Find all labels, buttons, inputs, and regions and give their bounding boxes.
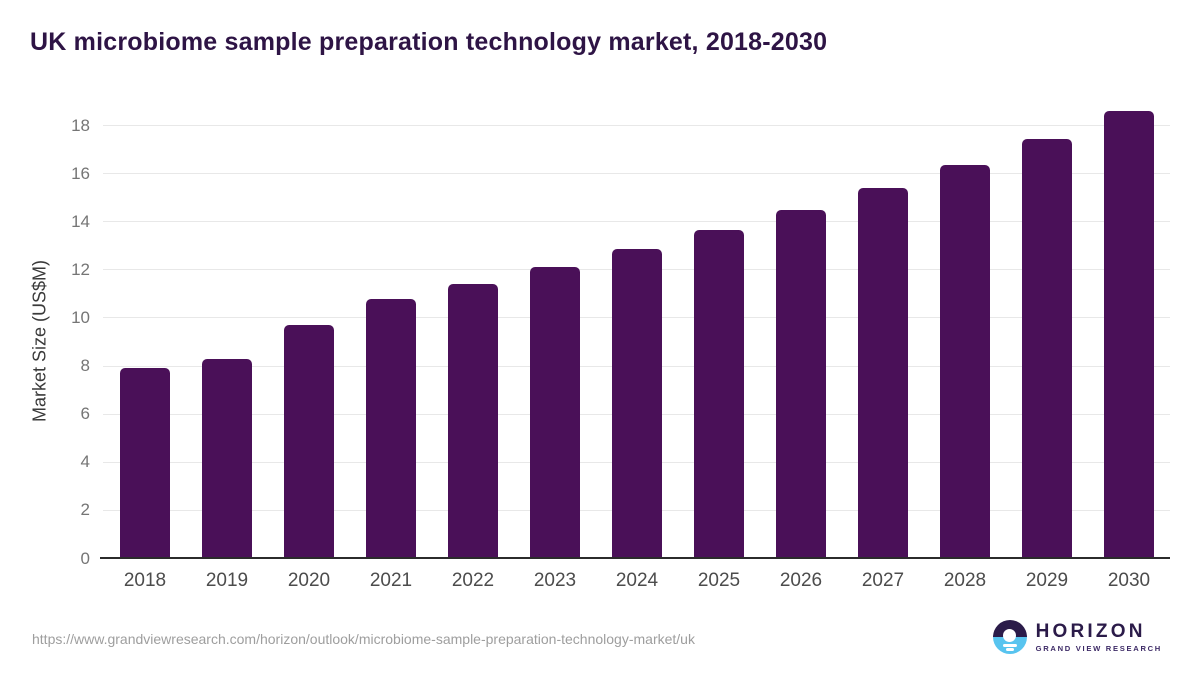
footer: https://www.grandviewresearch.com/horizo… (0, 608, 1200, 675)
bar-2027 (858, 188, 908, 558)
source-url: https://www.grandviewresearch.com/horizo… (32, 631, 695, 647)
bar-2019 (202, 359, 252, 558)
sun-shape (1003, 629, 1017, 642)
x-tick-2027: 2027 (861, 570, 905, 591)
chart-title: UK microbiome sample preparation technol… (30, 28, 828, 56)
x-tick-2021: 2021 (369, 570, 413, 591)
y-tick-8: 8 (80, 356, 90, 376)
wave-shape (1005, 648, 1014, 651)
logo-brand-name: HORIZON (1035, 620, 1146, 642)
bar-2018 (120, 367, 170, 558)
y-tick-10: 10 (71, 307, 90, 327)
horizon-sun-icon (992, 620, 1027, 654)
bar-2030 (1104, 110, 1154, 558)
x-tick-2028: 2028 (943, 570, 987, 591)
gridline-14 (103, 221, 1170, 223)
y-tick-4: 4 (80, 452, 90, 472)
y-tick-0: 0 (80, 548, 90, 568)
bar-2029 (1022, 138, 1072, 558)
gridline-18 (103, 125, 1170, 126)
y-tick-6: 6 (80, 404, 90, 424)
bar-2024 (612, 248, 662, 558)
logo-text: HORIZON GRAND VIEW RESEARCH (1036, 622, 1162, 653)
x-tick-2018: 2018 (123, 570, 167, 591)
x-tick-2019: 2019 (205, 570, 249, 591)
x-tick-2025: 2025 (697, 570, 741, 591)
y-tick-16: 16 (71, 163, 90, 183)
x-tick-2026: 2026 (779, 570, 823, 591)
logo-tagline: GRAND VIEW RESEARCH (1035, 643, 1162, 653)
y-tick-14: 14 (71, 211, 90, 231)
bar-2023 (530, 266, 580, 558)
x-tick-2022: 2022 (451, 570, 495, 591)
bar-2026 (776, 209, 826, 558)
x-tick-2029: 2029 (1025, 570, 1069, 591)
y-axis-title: Market Size (US$M) (29, 259, 50, 423)
x-tick-2030: 2030 (1107, 570, 1151, 591)
wave-shape (1002, 644, 1017, 647)
x-tick-2024: 2024 (615, 570, 659, 591)
bar-2025 (694, 229, 744, 558)
bar-2021 (366, 298, 416, 558)
bar-2022 (448, 284, 498, 558)
bar-2028 (940, 164, 990, 558)
horizon-logo: HORIZON GRAND VIEW RESEARCH (992, 620, 1162, 654)
y-tick-18: 18 (71, 115, 90, 135)
y-tick-2: 2 (80, 500, 90, 520)
gridline-16 (103, 173, 1170, 175)
x-axis-line (100, 557, 1170, 559)
x-tick-2023: 2023 (533, 570, 577, 591)
bar-2020 (284, 324, 334, 558)
y-tick-12: 12 (71, 259, 90, 279)
x-tick-2020: 2020 (287, 570, 331, 591)
